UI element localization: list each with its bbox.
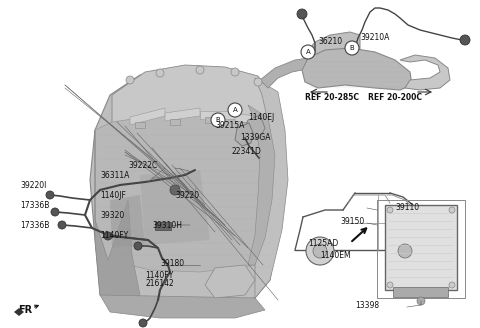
Polygon shape xyxy=(200,111,235,119)
Bar xyxy=(205,117,215,123)
Circle shape xyxy=(297,9,307,19)
Polygon shape xyxy=(305,32,360,62)
Text: 1140FY: 1140FY xyxy=(100,231,128,239)
Polygon shape xyxy=(260,58,308,88)
Text: A: A xyxy=(233,107,238,113)
Circle shape xyxy=(134,242,142,250)
Circle shape xyxy=(391,237,419,265)
Text: 17336B: 17336B xyxy=(20,200,49,210)
Circle shape xyxy=(104,232,112,240)
Polygon shape xyxy=(302,48,412,90)
Circle shape xyxy=(313,244,327,258)
Text: 17336B: 17336B xyxy=(20,220,49,230)
Polygon shape xyxy=(95,130,140,300)
Text: B: B xyxy=(216,117,220,123)
Polygon shape xyxy=(400,55,450,90)
Circle shape xyxy=(231,68,239,76)
Text: 39180: 39180 xyxy=(160,258,184,268)
Polygon shape xyxy=(243,115,265,140)
Circle shape xyxy=(301,45,315,59)
Polygon shape xyxy=(110,195,145,248)
Polygon shape xyxy=(130,108,165,125)
Text: 39220I: 39220I xyxy=(20,180,47,190)
Text: REF 20-285C: REF 20-285C xyxy=(305,92,359,101)
Text: 1140EJ: 1140EJ xyxy=(248,113,274,121)
Text: 36311A: 36311A xyxy=(100,171,130,179)
Circle shape xyxy=(228,103,242,117)
Circle shape xyxy=(139,319,147,327)
Circle shape xyxy=(306,237,334,265)
Text: 39150: 39150 xyxy=(341,217,365,227)
Text: 1125AD: 1125AD xyxy=(308,238,338,248)
Polygon shape xyxy=(248,105,275,265)
Circle shape xyxy=(211,113,225,127)
Bar xyxy=(240,122,250,128)
Circle shape xyxy=(449,207,455,213)
Circle shape xyxy=(449,282,455,288)
Circle shape xyxy=(254,78,262,86)
Text: 1140FY: 1140FY xyxy=(145,272,173,280)
Text: REF 20-200C: REF 20-200C xyxy=(368,92,422,101)
Polygon shape xyxy=(95,114,275,272)
Polygon shape xyxy=(165,108,200,121)
Bar xyxy=(135,122,145,128)
Polygon shape xyxy=(235,113,265,126)
Text: 1140EM: 1140EM xyxy=(320,251,350,259)
Circle shape xyxy=(460,35,470,45)
FancyArrowPatch shape xyxy=(35,305,38,308)
Text: A: A xyxy=(306,49,311,55)
Bar xyxy=(377,200,465,298)
Bar xyxy=(170,119,180,125)
Text: 39215A: 39215A xyxy=(215,120,244,130)
Text: 39310H: 39310H xyxy=(152,220,182,230)
Polygon shape xyxy=(14,308,24,316)
Text: 36210: 36210 xyxy=(318,37,342,47)
Text: 39210A: 39210A xyxy=(360,33,389,43)
Circle shape xyxy=(387,207,393,213)
Circle shape xyxy=(58,221,66,229)
Circle shape xyxy=(387,282,393,288)
Text: B: B xyxy=(349,45,354,51)
Circle shape xyxy=(51,208,59,216)
Text: 216142: 216142 xyxy=(145,279,174,289)
Circle shape xyxy=(417,297,425,305)
Polygon shape xyxy=(235,123,253,146)
Circle shape xyxy=(196,66,204,74)
Text: 1339GA: 1339GA xyxy=(240,133,271,141)
Text: 39320: 39320 xyxy=(100,211,124,219)
Circle shape xyxy=(126,76,134,84)
Bar xyxy=(393,287,448,297)
Circle shape xyxy=(156,69,164,77)
Polygon shape xyxy=(112,65,272,130)
Text: 22341D: 22341D xyxy=(232,148,262,156)
Polygon shape xyxy=(255,78,288,298)
Text: FR: FR xyxy=(18,305,32,315)
Circle shape xyxy=(46,191,54,199)
Polygon shape xyxy=(205,265,255,298)
Bar xyxy=(155,222,171,230)
Polygon shape xyxy=(90,68,282,305)
Text: 1140JF: 1140JF xyxy=(100,191,126,199)
Text: 39110: 39110 xyxy=(395,203,419,213)
Circle shape xyxy=(345,41,359,55)
Polygon shape xyxy=(100,295,265,318)
Bar xyxy=(385,205,457,290)
Text: 13398: 13398 xyxy=(355,301,379,311)
Text: 39222C: 39222C xyxy=(128,160,157,170)
Text: 39220: 39220 xyxy=(175,191,199,199)
Circle shape xyxy=(170,185,180,195)
Circle shape xyxy=(398,244,412,258)
Polygon shape xyxy=(140,170,210,245)
